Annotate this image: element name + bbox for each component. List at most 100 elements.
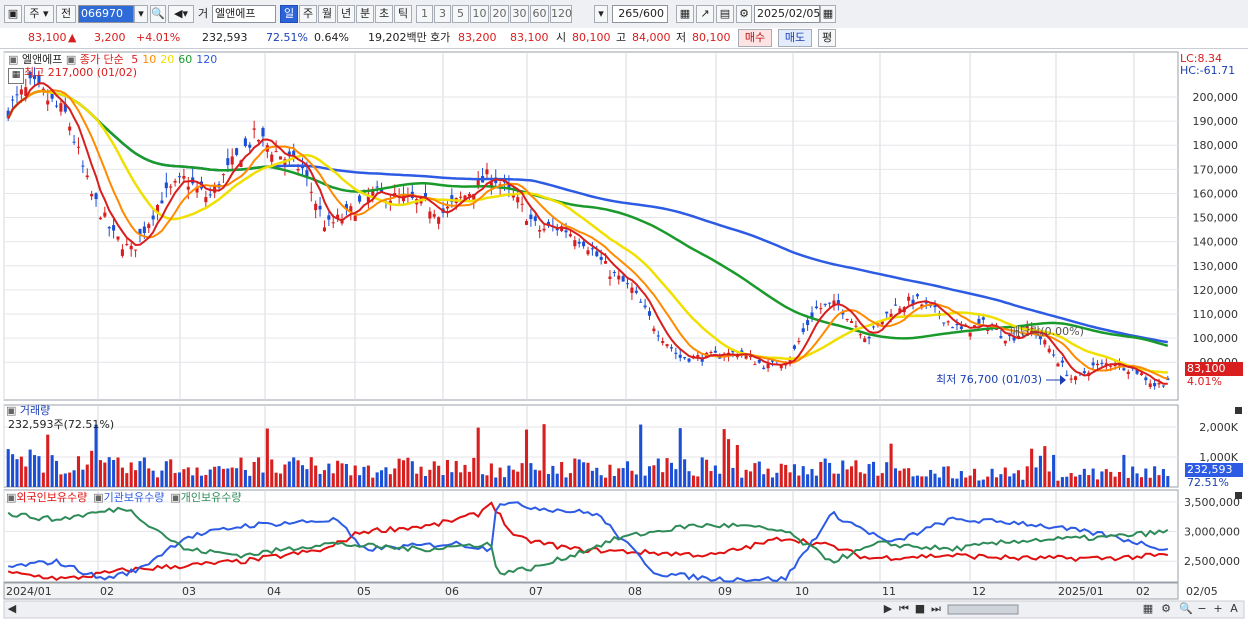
period-button[interactable]: 주 [299,5,317,23]
interval-button[interactable]: 30 [510,5,529,23]
period-button[interactable]: 일 [280,5,298,23]
layout-icon[interactable]: ▦ [1142,602,1154,615]
period-button[interactable]: 월 [318,5,336,23]
search-icon[interactable]: 🔍 [150,5,166,23]
date-field[interactable]: 2025/02/05 [754,5,820,23]
stock-code-input[interactable]: 066970 [78,5,134,23]
interval-button[interactable]: 1 [416,5,433,23]
period-button[interactable]: 초 [375,5,393,23]
volume-bar [1104,469,1108,487]
sell-button[interactable]: 매도 [778,29,812,47]
volume-bar [125,473,129,487]
price-tick-label: 180,000 [1193,139,1239,152]
volume-bar [722,429,726,487]
holding-line [8,501,1168,583]
sound-icon[interactable]: ◀▾ [168,5,194,23]
interval-button[interactable]: 5 [452,5,469,23]
bar-count: 265 [618,7,640,20]
calculator-icon[interactable]: ▦ [8,68,24,84]
open-label: 시 [556,31,567,44]
candle [1060,357,1064,368]
volume-bar [520,463,524,487]
volume-bar [1060,477,1064,487]
current-volume-pct: 72.51% [1187,476,1229,489]
chart-menu-icon[interactable]: ▣ [4,5,22,23]
candle [1100,359,1104,367]
name-prefix: 거 [198,7,209,20]
bar-count-field[interactable]: 265/600 [612,5,668,23]
candle [1069,374,1073,383]
ma-line [7,88,1169,380]
stop-icon[interactable]: ■ [914,602,926,615]
candle [11,95,15,110]
volume-bar [770,477,775,487]
interval-button[interactable]: 10 [470,5,489,23]
volume-bar [1056,480,1060,487]
code-dropdown-icon[interactable]: ▾ [134,5,148,23]
zoom-icon[interactable]: 🔍 [1179,602,1193,615]
volume-bar [419,466,423,487]
price-tick-label: 140,000 [1193,236,1239,249]
volume-bar [669,462,673,487]
period-button[interactable]: 년 [337,5,355,23]
prev-button[interactable]: 전 [56,5,76,23]
volume-bar [305,469,309,487]
candle [191,168,195,186]
candle [1104,358,1108,370]
volume-bar [1095,479,1100,487]
trend-tool-icon[interactable]: ↗ [696,5,714,23]
volume-bar [845,469,849,487]
ma-legend-item: 20 [160,53,175,66]
interval-dropdown-icon[interactable]: ▾ [594,5,608,23]
buy-button[interactable]: 매수 [738,29,772,47]
volume-bar [103,462,107,487]
volume-bar [134,470,138,487]
zoom-in-icon[interactable]: + [1213,602,1223,615]
rewind-icon[interactable]: ⏮ [899,602,909,615]
zoom-out-icon[interactable]: − [1197,602,1207,615]
calendar-icon[interactable]: ▦ [820,5,836,23]
volume-bar [744,469,748,487]
settings-gear-icon[interactable]: ⚙ [736,5,752,23]
volume-bar [28,449,32,487]
candle [893,298,898,306]
interval-button[interactable]: 20 [490,5,509,23]
volume-bar [467,471,471,487]
interval-button[interactable]: 60 [530,5,549,23]
current-pct-tag: 4.01% [1187,375,1222,388]
period-button[interactable]: 분 [356,5,374,23]
volume-tick-label: 2,000K [1199,421,1238,434]
candle [819,302,823,314]
stock-chart-svg[interactable]: 200,000 190,000 180,000 170,000 160,000 150,0… [0,50,1248,621]
candle [999,330,1003,339]
candle [915,293,919,300]
volume-bar [68,472,72,487]
candle [1095,360,1100,370]
auto-scale-icon[interactable]: A [1230,602,1238,615]
volume-bar [1008,476,1012,487]
volume-bar [942,466,946,487]
scroll-right-icon[interactable]: ▶ [883,602,893,615]
settings-gear-icon[interactable]: ⚙ [1161,602,1171,615]
volume-bar [700,457,704,487]
volume-bar [85,464,89,487]
period-button[interactable]: 틱 [394,5,412,23]
market-select[interactable]: 주 ▾ [24,5,54,23]
evaluate-button[interactable]: 평 [818,29,836,47]
x-axis-label: 10 [795,585,809,598]
holding-series-label: 기관보유수량 [103,491,165,504]
save-icon[interactable]: ▤ [716,5,734,23]
x-axis-label: 09 [718,585,732,598]
forward-icon[interactable]: ⏭ [931,602,941,615]
interval-button[interactable]: 3 [434,5,451,23]
scroll-left-icon[interactable]: ◀ [7,602,17,615]
low-arrow-head [1060,375,1066,385]
candle [639,298,643,303]
stock-name-field[interactable]: 엘앤에프 [212,5,276,23]
candle [656,330,660,342]
grid-tool-icon[interactable]: ▦ [676,5,694,23]
interval-button[interactable]: 120 [550,5,572,23]
candle [542,224,546,233]
volume-bar [898,470,902,487]
